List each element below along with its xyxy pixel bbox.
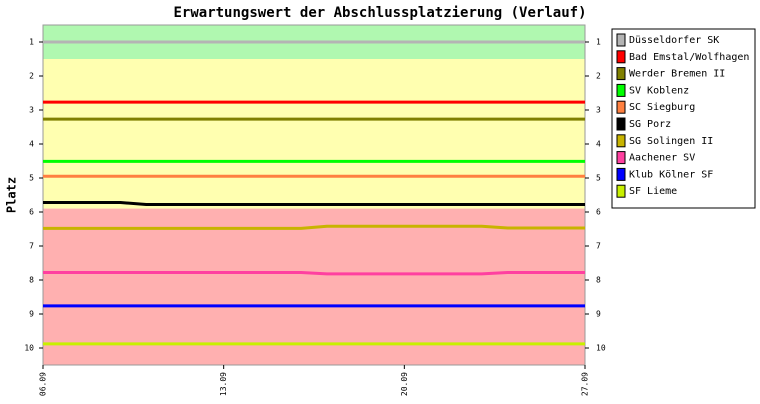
chart-title: Erwartungswert der Abschlussplatzierung … [173, 5, 586, 21]
legend-swatch [616, 83, 626, 97]
legend-label: SF Lieme [629, 186, 677, 197]
legend-swatch [616, 134, 626, 148]
y-tick-label: 3 [29, 106, 34, 115]
legend-swatch [616, 184, 626, 198]
y-tick-label-right: 6 [596, 208, 601, 217]
y-tick-label: 8 [29, 276, 34, 285]
legend-label: SG Porz [629, 119, 671, 130]
legend-label: SV Koblenz [629, 85, 689, 96]
x-tick-label: 06.09 [39, 372, 48, 396]
x-tick-label: 20.09 [400, 372, 409, 396]
y-tick-label: 6 [29, 208, 34, 217]
y-tick-label-right: 2 [596, 72, 601, 81]
x-tick-label: 13.09 [219, 372, 228, 396]
legend-label: Aachener SV [629, 153, 695, 164]
y-tick-label-right: 5 [596, 174, 601, 183]
y-tick-label-right: 7 [596, 242, 601, 251]
y-tick-label-right: 9 [596, 310, 601, 319]
legend-swatch [616, 50, 626, 64]
y-axis-label: Platz [5, 177, 19, 213]
series-line [43, 224, 585, 230]
background-band [43, 59, 585, 209]
y-tick-label-right: 4 [596, 140, 601, 149]
legend-swatch [616, 100, 626, 114]
y-tick-label-right: 1 [596, 38, 601, 47]
legend-swatch [616, 167, 626, 181]
legend-label: Werder Bremen II [629, 69, 725, 80]
legend-swatch [616, 117, 626, 131]
y-tick-label: 9 [29, 310, 34, 319]
legend-swatch [616, 33, 626, 47]
y-tick-label: 2 [29, 72, 34, 81]
y-tick-label: 1 [29, 38, 34, 47]
y-tick-label-right: 3 [596, 106, 601, 115]
legend-label: SC Siegburg [629, 102, 695, 113]
y-tick-label: 5 [29, 174, 34, 183]
legend-label: Klub Kölner SF [629, 169, 713, 180]
y-tick-label: 7 [29, 242, 34, 251]
legend-swatch [616, 67, 626, 81]
y-tick-label: 4 [29, 140, 34, 149]
legend-label: Düsseldorfer SK [629, 35, 719, 46]
y-tick-label-right: 8 [596, 276, 601, 285]
legend-swatch [616, 151, 626, 165]
series-line [43, 200, 585, 207]
x-tick-label: 27.09 [581, 372, 590, 396]
legend [611, 28, 756, 209]
plot-frame [42, 24, 586, 366]
y-tick-label: 10 [24, 344, 34, 353]
y-tick-label-right: 10 [596, 344, 606, 353]
series-line [43, 271, 585, 276]
legend-label: Bad Emstal/Wolfhagen [629, 52, 749, 63]
background-band [43, 208, 585, 365]
legend-label: SG Solingen II [629, 136, 713, 147]
